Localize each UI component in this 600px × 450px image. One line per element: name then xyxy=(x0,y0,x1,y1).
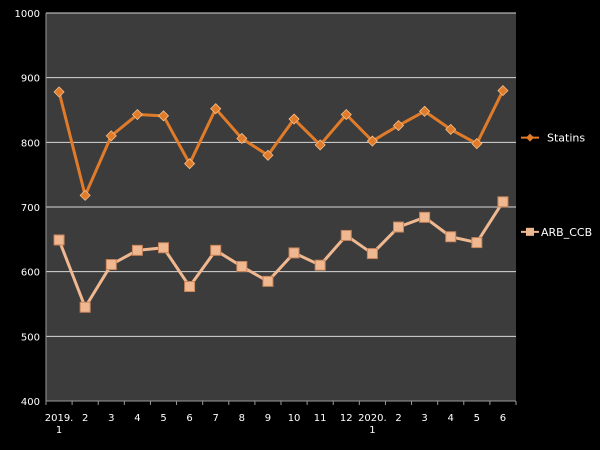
y-tick-label: 900 xyxy=(21,74,40,85)
data-point xyxy=(184,158,196,170)
series-line xyxy=(57,89,505,197)
data-point xyxy=(366,135,378,147)
series-arb-ccb xyxy=(53,196,509,313)
x-tick-label: 6 xyxy=(186,413,192,424)
data-point xyxy=(419,211,431,223)
x-tick-label: 8 xyxy=(239,413,245,424)
data-point xyxy=(236,260,248,272)
data-point xyxy=(262,149,274,161)
data-point xyxy=(79,301,91,313)
data-point xyxy=(288,113,300,125)
x-tick-label: 2 xyxy=(82,413,88,424)
data-point xyxy=(158,242,169,254)
x-tick-label: 12 xyxy=(340,413,353,424)
data-point xyxy=(210,244,222,256)
x-tick-label: 10 xyxy=(288,413,301,424)
data-point xyxy=(157,110,170,122)
x-tick-label: 4 xyxy=(134,413,140,424)
legend-item: Statins xyxy=(521,132,585,145)
data-point xyxy=(366,248,378,260)
x-tick-label: 2 xyxy=(395,413,401,424)
data-point xyxy=(471,138,483,150)
x-tick-label: 3 xyxy=(421,413,427,424)
x-tick-label: 2020. 1 xyxy=(358,413,387,436)
data-point xyxy=(288,247,300,259)
data-point xyxy=(236,132,248,145)
x-tick-label: 2019. 1 xyxy=(45,413,74,436)
legend-item: ARB_CCB xyxy=(521,226,592,239)
data-point xyxy=(79,189,91,201)
data-point xyxy=(445,231,457,243)
legend-marker xyxy=(526,227,534,236)
data-point xyxy=(340,108,352,121)
gridlines xyxy=(46,12,516,337)
x-tick-label: 9 xyxy=(265,413,271,424)
y-tick-label: 800 xyxy=(21,138,40,149)
data-point xyxy=(445,123,457,135)
data-point xyxy=(184,281,196,293)
data-point xyxy=(497,196,509,208)
x-tick-label: 6 xyxy=(500,413,506,424)
series-layer xyxy=(53,85,509,313)
data-point xyxy=(262,275,274,287)
x-tick-label: 5 xyxy=(474,413,480,424)
data-point xyxy=(392,119,405,132)
x-tick-label: 3 xyxy=(108,413,114,424)
y-tick-label: 600 xyxy=(21,268,40,279)
series-statins xyxy=(53,85,509,201)
data-point xyxy=(314,259,326,271)
data-point xyxy=(393,221,404,233)
x-tick-label: 4 xyxy=(448,413,454,424)
data-point xyxy=(471,237,483,249)
data-point xyxy=(314,139,326,151)
x-tick-label: 7 xyxy=(213,413,219,424)
data-point xyxy=(419,105,431,117)
x-tick-label: 11 xyxy=(314,413,327,424)
y-tick-label: 700 xyxy=(21,203,40,214)
data-point xyxy=(210,103,222,115)
y-tick-label: 500 xyxy=(21,332,40,343)
x-tick-label: 5 xyxy=(160,413,166,424)
y-tick-label: 1000 xyxy=(15,9,40,20)
legend: Statins ARB_CCB xyxy=(521,132,592,239)
data-point xyxy=(340,229,352,241)
data-point xyxy=(53,86,65,98)
legend-marker xyxy=(526,133,534,142)
data-point xyxy=(53,234,65,246)
legend-label: Statins xyxy=(547,132,585,145)
axes: 400 500 600 700 800 900 1000 2019. 1 2 3 4 5 6 7 8 9 10 11… xyxy=(15,9,517,436)
data-point xyxy=(105,130,117,142)
data-point xyxy=(105,259,117,271)
data-point xyxy=(131,108,143,121)
legend-label: ARB_CCB xyxy=(541,226,592,239)
data-point xyxy=(131,244,143,256)
y-tick-label: 400 xyxy=(21,397,40,408)
data-point xyxy=(497,85,509,97)
